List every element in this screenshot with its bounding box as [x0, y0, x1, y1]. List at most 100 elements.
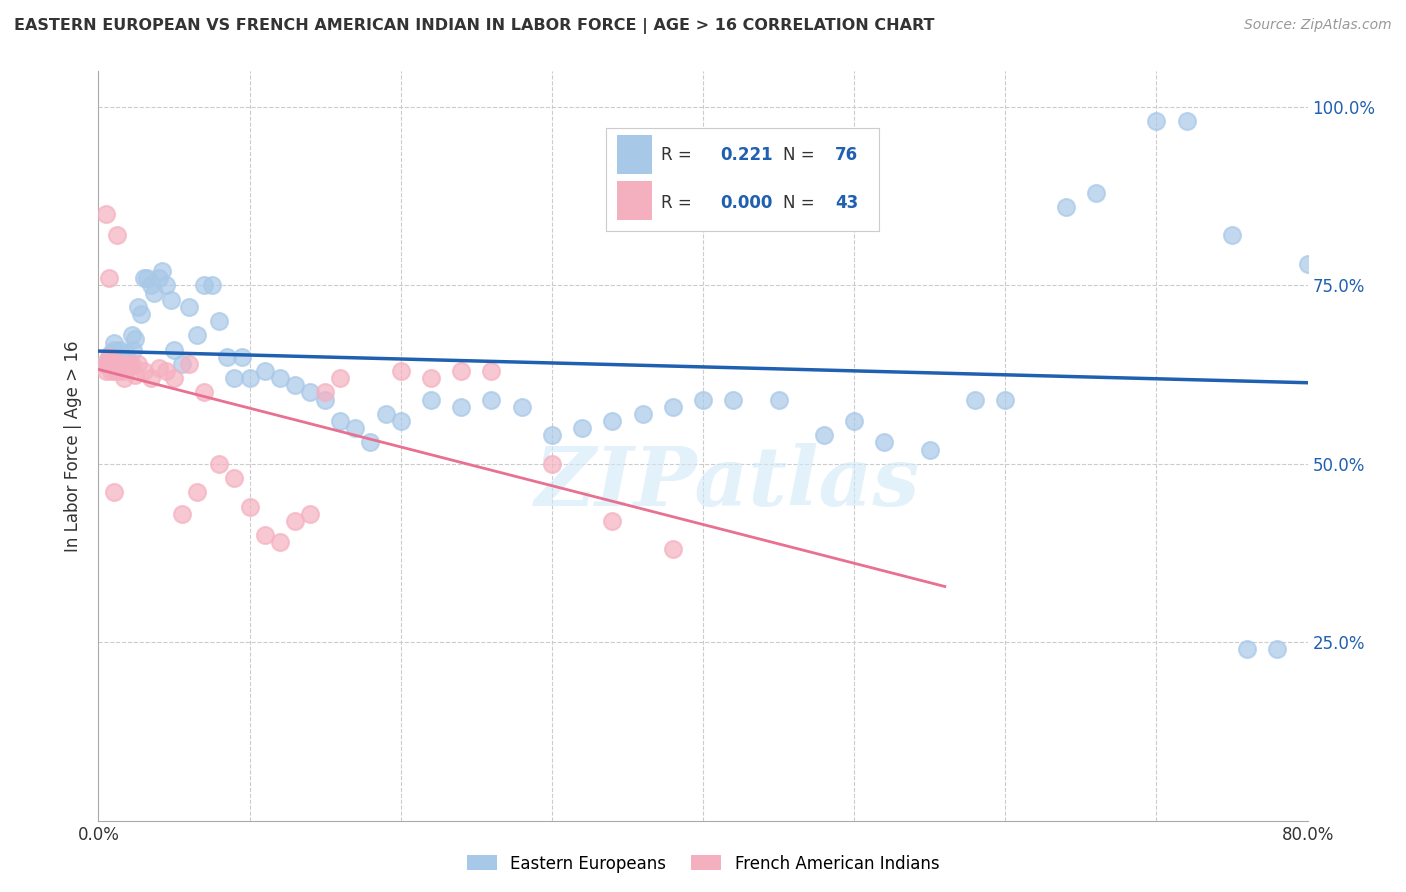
- Point: [108, 343, 131, 357]
- Point: [150, 264, 173, 278]
- Point: [107, 364, 129, 378]
- Point: [1267, 642, 1289, 657]
- Point: [208, 457, 231, 471]
- Point: [105, 360, 128, 375]
- Point: [101, 353, 124, 368]
- Text: 43: 43: [835, 194, 858, 212]
- Point: [118, 360, 141, 375]
- Point: [163, 343, 186, 357]
- Bar: [617, 181, 652, 220]
- Point: [269, 535, 291, 549]
- Point: [661, 400, 683, 414]
- Point: [420, 371, 443, 385]
- Point: [360, 435, 382, 450]
- Point: [105, 228, 128, 243]
- Point: [111, 350, 134, 364]
- Point: [631, 407, 654, 421]
- Point: [186, 328, 208, 343]
- Point: [299, 385, 322, 400]
- Point: [965, 392, 987, 407]
- Point: [389, 414, 412, 428]
- Point: [994, 392, 1017, 407]
- Point: [844, 414, 866, 428]
- Text: ZIPatlas: ZIPatlas: [534, 443, 920, 524]
- Point: [103, 335, 125, 350]
- Point: [602, 414, 624, 428]
- Point: [284, 514, 307, 528]
- Point: [114, 346, 136, 360]
- Point: [122, 343, 145, 357]
- Point: [1175, 114, 1198, 128]
- Point: [115, 360, 138, 375]
- Point: [186, 485, 208, 500]
- Point: [193, 385, 215, 400]
- Point: [111, 364, 134, 378]
- Point: [1236, 642, 1258, 657]
- Point: [450, 364, 472, 378]
- Point: [329, 414, 352, 428]
- Point: [127, 357, 149, 371]
- Point: [253, 528, 276, 542]
- Point: [1296, 257, 1319, 271]
- Point: [329, 371, 352, 385]
- Point: [571, 421, 593, 435]
- Point: [121, 328, 143, 343]
- Point: [224, 371, 246, 385]
- Point: [481, 392, 503, 407]
- Point: [170, 507, 193, 521]
- Point: [723, 392, 745, 407]
- Point: [284, 378, 307, 392]
- Point: [420, 392, 443, 407]
- Point: [121, 357, 143, 371]
- Point: [104, 353, 127, 368]
- Point: [135, 271, 157, 285]
- Point: [143, 285, 166, 300]
- Point: [101, 353, 124, 368]
- Point: [201, 278, 224, 293]
- Point: [540, 457, 562, 471]
- Point: [112, 353, 135, 368]
- Bar: [617, 135, 652, 174]
- Point: [94, 357, 117, 371]
- Text: R =: R =: [661, 146, 692, 164]
- Point: [374, 407, 396, 421]
- Point: [110, 357, 132, 371]
- Point: [114, 357, 136, 371]
- Point: [314, 385, 336, 400]
- Text: R =: R =: [661, 194, 692, 212]
- Point: [170, 357, 193, 371]
- Point: [112, 371, 135, 385]
- Point: [918, 442, 941, 457]
- Point: [100, 364, 122, 378]
- Point: [160, 293, 183, 307]
- Point: [110, 357, 132, 371]
- Point: [193, 278, 215, 293]
- Point: [94, 207, 117, 221]
- Point: [344, 421, 367, 435]
- Text: N =: N =: [783, 146, 815, 164]
- Point: [179, 357, 201, 371]
- Point: [93, 357, 115, 371]
- Point: [239, 371, 262, 385]
- Point: [269, 371, 291, 385]
- Point: [231, 350, 253, 364]
- Text: 0.221: 0.221: [721, 146, 773, 164]
- Point: [155, 278, 177, 293]
- Point: [105, 360, 128, 375]
- Point: [813, 428, 835, 442]
- Point: [129, 307, 152, 321]
- Point: [132, 271, 155, 285]
- Point: [1220, 228, 1243, 243]
- Point: [103, 485, 125, 500]
- Point: [104, 364, 127, 378]
- Point: [118, 357, 141, 371]
- Point: [873, 435, 896, 450]
- Point: [141, 278, 163, 293]
- Point: [148, 360, 170, 375]
- Point: [450, 400, 472, 414]
- Point: [124, 332, 146, 346]
- Point: [253, 364, 276, 378]
- Point: [661, 542, 683, 557]
- Text: 0.000: 0.000: [721, 194, 773, 212]
- Text: Source: ZipAtlas.com: Source: ZipAtlas.com: [1244, 18, 1392, 32]
